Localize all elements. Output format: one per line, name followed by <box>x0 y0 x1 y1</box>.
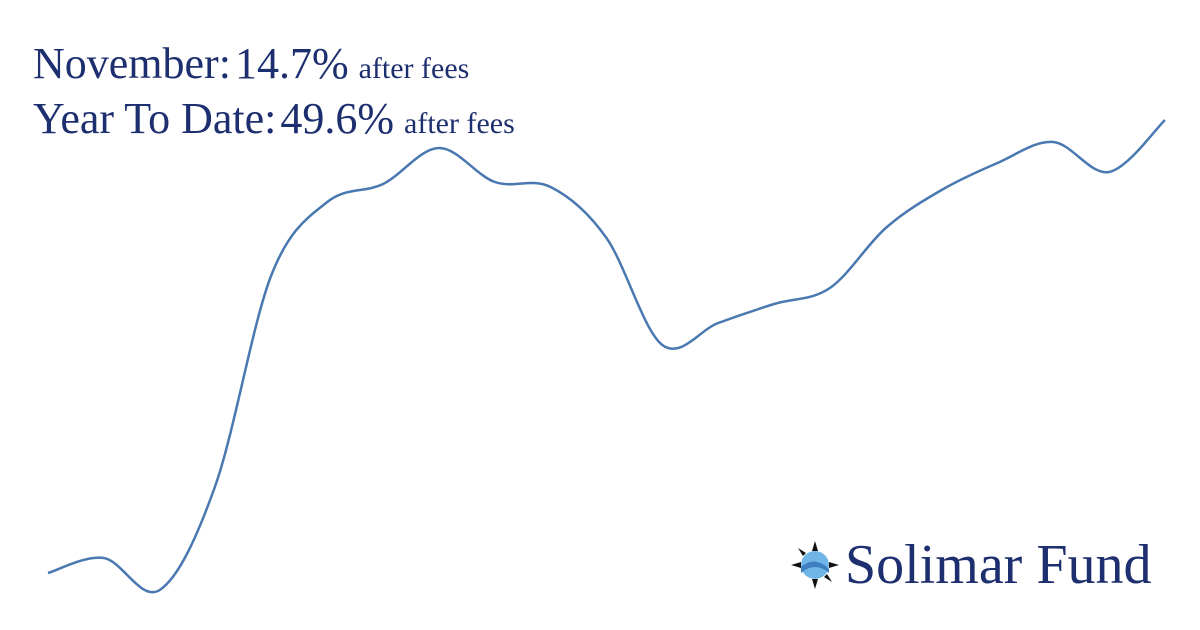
headline-note: after fees <box>404 107 515 140</box>
headline-value: 14.7% <box>235 39 349 88</box>
plot <box>47 119 1166 594</box>
brand-name: Solimar Fund <box>845 534 1151 596</box>
headline-value: 49.6% <box>280 94 394 143</box>
brand-logo <box>791 541 839 589</box>
headline-label: Year To Date: <box>33 94 276 143</box>
headline-2: Year To Date: 49.6% after fees <box>33 94 515 143</box>
headline-label: November: <box>33 39 231 88</box>
logo-wave <box>801 561 829 573</box>
headline-1: November: 14.7% after fees <box>33 39 469 88</box>
line <box>47 119 1166 594</box>
logo-compass <box>791 541 839 589</box>
headline-note: after fees <box>359 52 470 85</box>
